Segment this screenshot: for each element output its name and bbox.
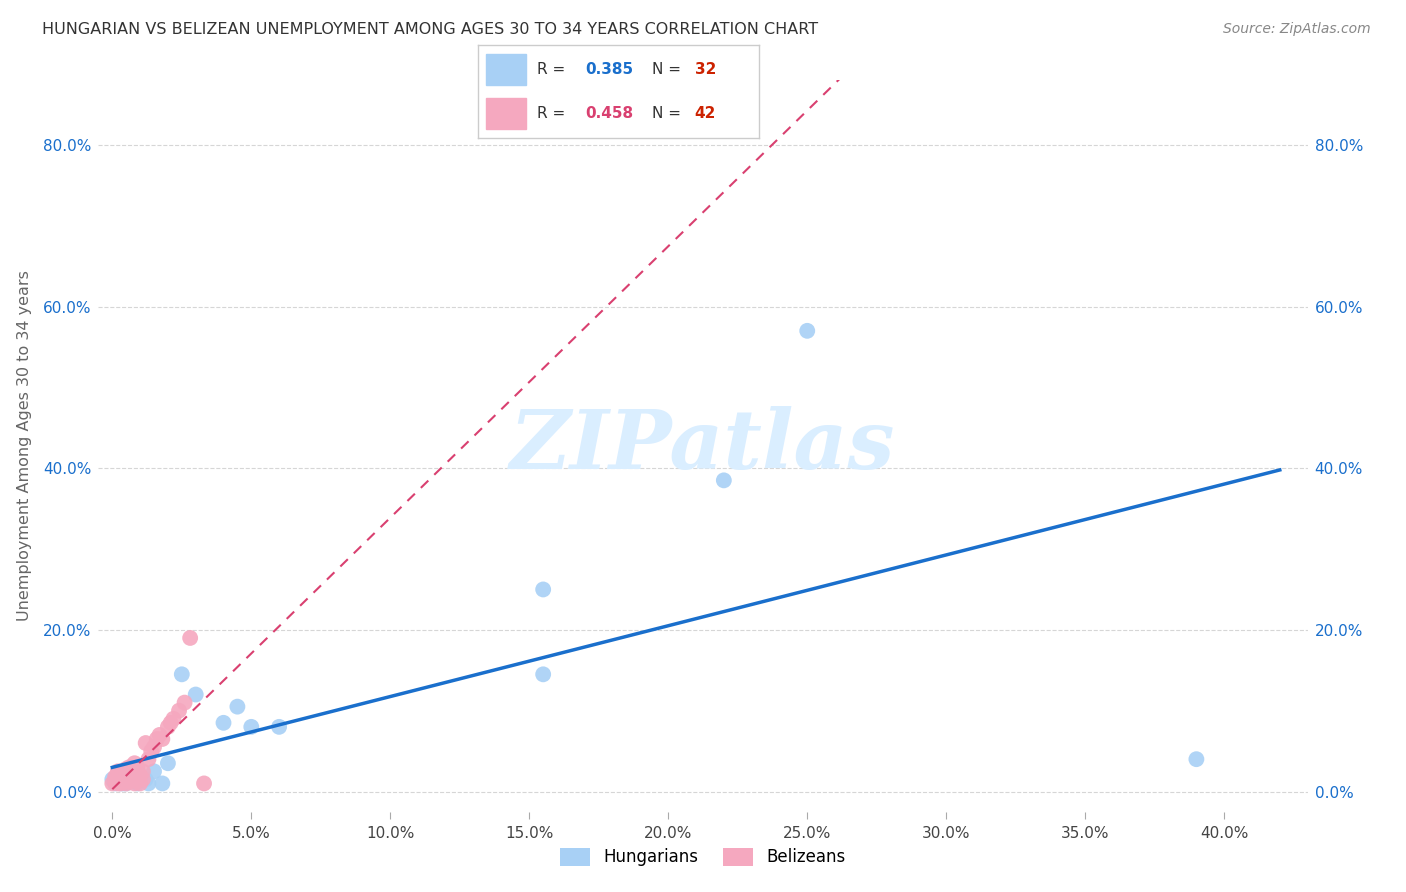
Hungarians bbox=[138, 776, 160, 790]
Hungarians bbox=[150, 776, 173, 790]
Belizeans bbox=[101, 776, 124, 790]
Text: 32: 32 bbox=[695, 62, 716, 77]
Hungarians bbox=[226, 699, 249, 714]
Belizeans bbox=[115, 770, 138, 784]
Text: Source: ZipAtlas.com: Source: ZipAtlas.com bbox=[1223, 22, 1371, 37]
Hungarians bbox=[124, 772, 146, 787]
Belizeans bbox=[115, 776, 138, 790]
Hungarians bbox=[110, 776, 132, 790]
Belizeans bbox=[121, 772, 143, 787]
Bar bbox=[486, 54, 526, 85]
Hungarians bbox=[110, 768, 132, 782]
Hungarians bbox=[1185, 752, 1208, 766]
Text: HUNGARIAN VS BELIZEAN UNEMPLOYMENT AMONG AGES 30 TO 34 YEARS CORRELATION CHART: HUNGARIAN VS BELIZEAN UNEMPLOYMENT AMONG… bbox=[42, 22, 818, 37]
Text: 0.385: 0.385 bbox=[585, 62, 633, 77]
Belizeans bbox=[110, 766, 132, 780]
Belizeans bbox=[132, 772, 155, 787]
Belizeans bbox=[124, 768, 146, 782]
Hungarians bbox=[129, 768, 152, 782]
Belizeans bbox=[129, 768, 152, 782]
Text: 42: 42 bbox=[695, 106, 716, 121]
Bar bbox=[486, 98, 526, 129]
Hungarians bbox=[121, 768, 143, 782]
Belizeans bbox=[118, 768, 141, 782]
Text: ZIPatlas: ZIPatlas bbox=[510, 406, 896, 486]
Hungarians bbox=[156, 756, 179, 771]
Belizeans bbox=[112, 774, 135, 789]
Hungarians bbox=[531, 582, 554, 597]
Hungarians bbox=[212, 715, 235, 730]
Hungarians bbox=[170, 667, 193, 681]
Hungarians bbox=[112, 776, 135, 790]
Belizeans bbox=[124, 756, 146, 771]
Belizeans bbox=[143, 740, 166, 755]
Belizeans bbox=[148, 728, 170, 742]
Belizeans bbox=[110, 776, 132, 790]
Belizeans bbox=[150, 731, 173, 746]
Belizeans bbox=[118, 760, 141, 774]
Belizeans bbox=[110, 772, 132, 787]
Hungarians bbox=[713, 474, 735, 488]
Hungarians bbox=[135, 772, 157, 787]
Belizeans bbox=[138, 752, 160, 766]
Text: N =: N = bbox=[652, 106, 686, 121]
Belizeans bbox=[112, 768, 135, 782]
Belizeans bbox=[104, 770, 127, 784]
Belizeans bbox=[173, 696, 195, 710]
Hungarians bbox=[101, 772, 124, 787]
Hungarians bbox=[796, 324, 818, 338]
Belizeans bbox=[162, 712, 184, 726]
Belizeans bbox=[129, 776, 152, 790]
Belizeans bbox=[156, 720, 179, 734]
Hungarians bbox=[127, 776, 149, 790]
Y-axis label: Unemployment Among Ages 30 to 34 years: Unemployment Among Ages 30 to 34 years bbox=[17, 270, 32, 622]
Text: R =: R = bbox=[537, 106, 571, 121]
Hungarians bbox=[115, 772, 138, 787]
Belizeans bbox=[118, 774, 141, 789]
Belizeans bbox=[107, 776, 129, 790]
Hungarians bbox=[107, 774, 129, 789]
Hungarians bbox=[112, 770, 135, 784]
Belizeans bbox=[121, 764, 143, 779]
Hungarians bbox=[107, 768, 129, 782]
Hungarians bbox=[240, 720, 263, 734]
Hungarians bbox=[184, 688, 207, 702]
Belizeans bbox=[115, 762, 138, 776]
Belizeans bbox=[124, 776, 146, 790]
Text: 0.458: 0.458 bbox=[585, 106, 633, 121]
Belizeans bbox=[107, 768, 129, 782]
Belizeans bbox=[193, 776, 215, 790]
Belizeans bbox=[146, 731, 169, 746]
Hungarians bbox=[269, 720, 291, 734]
Belizeans bbox=[135, 736, 157, 750]
Text: R =: R = bbox=[537, 62, 571, 77]
Hungarians bbox=[118, 774, 141, 789]
Belizeans bbox=[127, 760, 149, 774]
Belizeans bbox=[127, 772, 149, 787]
Hungarians bbox=[143, 764, 166, 779]
Hungarians bbox=[115, 776, 138, 790]
Hungarians bbox=[531, 667, 554, 681]
Belizeans bbox=[159, 715, 181, 730]
Belizeans bbox=[141, 744, 163, 758]
Legend: Hungarians, Belizeans: Hungarians, Belizeans bbox=[554, 841, 852, 873]
Hungarians bbox=[104, 776, 127, 790]
Text: N =: N = bbox=[652, 62, 686, 77]
Hungarians bbox=[110, 772, 132, 787]
Belizeans bbox=[104, 774, 127, 789]
Belizeans bbox=[167, 704, 190, 718]
Belizeans bbox=[132, 764, 155, 779]
Belizeans bbox=[179, 631, 201, 645]
Belizeans bbox=[107, 764, 129, 779]
